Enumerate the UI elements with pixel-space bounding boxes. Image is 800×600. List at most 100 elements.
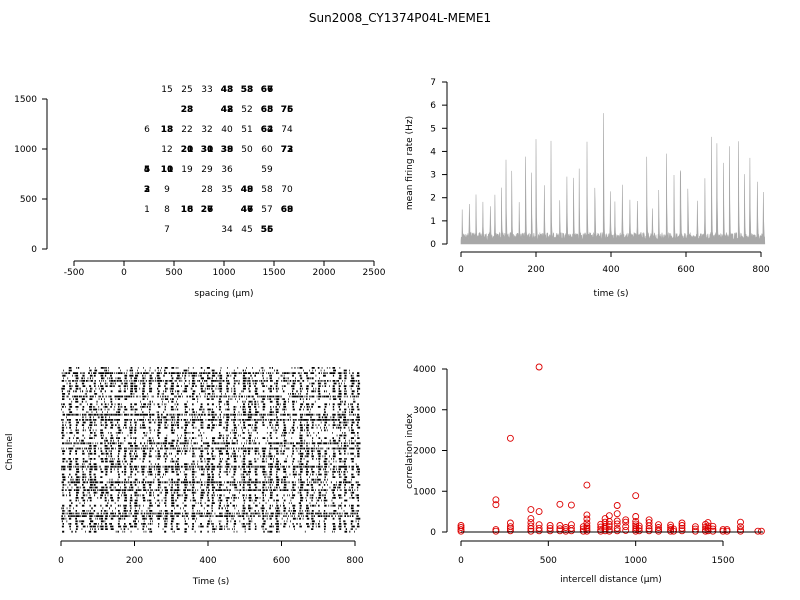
correlation-x-tick-label: 1000 (624, 556, 647, 566)
electrode-layout-x-tick-label: 1000 (213, 268, 236, 278)
correlation-point (737, 526, 744, 534)
electrode-label: 75 (281, 105, 294, 115)
correlation-point (635, 522, 643, 530)
correlation-point (601, 515, 609, 523)
electrode-layout-x-tick-label: -500 (64, 268, 85, 278)
correlation-point (597, 526, 605, 534)
electrode-layout-y-tick-label: 1500 (14, 95, 37, 105)
correlation-point (605, 520, 613, 528)
electrode-label-overlap: 68 (261, 105, 274, 115)
electrode-label: 19 (181, 165, 193, 175)
correlation-point (605, 512, 613, 520)
correlation-point (757, 527, 765, 535)
firing-rate-y-tick-label: 2 (430, 194, 436, 204)
firing-rate-y-tick-label: 1 (430, 217, 436, 227)
correlation-point (583, 511, 591, 519)
electrode-label-overlap: 5 (144, 165, 150, 175)
electrode-label: 29 (201, 165, 213, 175)
firing-rate-xlabel: time (s) (594, 289, 629, 299)
correlation-point (601, 518, 609, 526)
electrode-label: 56 (261, 225, 274, 235)
correlation-point (506, 527, 514, 535)
correlation-point (527, 506, 535, 514)
electrode-label: 6 (144, 125, 150, 135)
correlation-point (704, 519, 712, 527)
electrode-label-overlap: 31 (201, 145, 214, 155)
electrode-label: 34 (221, 225, 233, 235)
electrode-label-overlap: 64 (261, 125, 274, 135)
electrode-label: 50 (241, 145, 253, 155)
correlation-point (457, 522, 465, 529)
correlation-x-tick-label: 1500 (712, 556, 735, 566)
correlation-point (737, 523, 744, 531)
electrode-label: 57 (261, 205, 272, 215)
electrode-label: 36 (221, 165, 233, 175)
firing-rate-x-tick-label: 200 (527, 265, 544, 275)
electrode-label: 45 (241, 225, 252, 235)
correlation-point (737, 518, 744, 526)
electrode-label: 65 (261, 105, 274, 115)
correlation-point (613, 510, 621, 518)
correlation-point (535, 363, 543, 371)
electrode-label-overlap: 46 (241, 205, 254, 215)
electrode-label: 8 (164, 205, 170, 215)
electrode-label: 20 (181, 145, 194, 155)
correlation-point (645, 516, 653, 524)
correlation-y-tick-label: 3000 (413, 406, 436, 416)
electrode-label: 7 (164, 225, 170, 235)
electrode-label: 72 (281, 145, 294, 155)
correlation-point (583, 519, 591, 527)
firing-rate-y-tick-label: 0 (430, 240, 436, 250)
correlation-point (527, 522, 535, 530)
correlation-point (632, 513, 640, 520)
electrode-label: 35 (221, 185, 232, 195)
electrode-label-overlap: 18 (161, 125, 174, 135)
correlation-point (632, 492, 640, 500)
correlation-point (492, 501, 500, 509)
spike-raster-x-tick-label: 0 (58, 556, 64, 566)
electrode-label: 58 (261, 185, 273, 195)
correlation-point (535, 524, 543, 532)
electrode-label: 30 (201, 145, 214, 155)
electrode-label-overlap: 69 (281, 205, 294, 215)
correlation-point (583, 524, 591, 532)
figure-title: Sun2008_CY1374P04L-MEME1 (309, 11, 491, 25)
correlation-y-tick-label: 2000 (413, 447, 436, 457)
electrode-label: 51 (241, 125, 252, 135)
electrode-label: 70 (281, 185, 293, 195)
correlation-panel: 0 500 1000 1500 0 1000 2000 3000 4000 intercell … (405, 363, 765, 585)
correlation-point (567, 501, 575, 509)
electrode-label-overlap: 55 (261, 225, 274, 235)
electrode-label: 25 (181, 85, 192, 95)
spike-raster-x-tick-label: 200 (126, 556, 143, 566)
correlation-point (567, 521, 575, 529)
firing-rate-axes: 0 200 400 600 800 0 1 2 3 4 5 6 7 (430, 78, 770, 275)
spike-raster-x-tick-label: 800 (346, 556, 363, 566)
correlation-point (583, 522, 591, 530)
electrode-label: 60 (261, 145, 273, 155)
electrode-label-overlap: 58 (241, 85, 254, 95)
correlation-point (506, 519, 514, 527)
electrode-label: 32 (201, 125, 212, 135)
electrode-label: 23 (181, 105, 194, 115)
correlation-x-tick-label: 0 (458, 556, 464, 566)
correlation-point (691, 527, 699, 535)
electrode-label: 38 (221, 145, 234, 155)
firing-rate-y-tick-label: 3 (430, 171, 436, 181)
electrode-label-overlap: 21 (181, 145, 194, 155)
electrode-layout-axes: -500 0 500 1000 1500 2000 2500 0 500 1000 1500 (14, 95, 386, 278)
electrode-label-overlap: 3 (144, 185, 150, 195)
electrode-label-overlap: 11 (161, 165, 174, 175)
electrode-label: 28 (201, 185, 213, 195)
correlation-point (704, 527, 712, 535)
correlation-point (622, 516, 630, 524)
correlation-point (527, 527, 535, 535)
electrode-label: 59 (261, 165, 273, 175)
electrode-label: 33 (201, 85, 212, 95)
correlation-point (597, 520, 605, 528)
correlation-point (645, 527, 653, 535)
correlation-point (535, 521, 543, 529)
electrode-label: 43 (221, 85, 234, 95)
correlation-point (678, 519, 686, 527)
correlation-xlabel: intercell distance (µm) (560, 575, 662, 585)
